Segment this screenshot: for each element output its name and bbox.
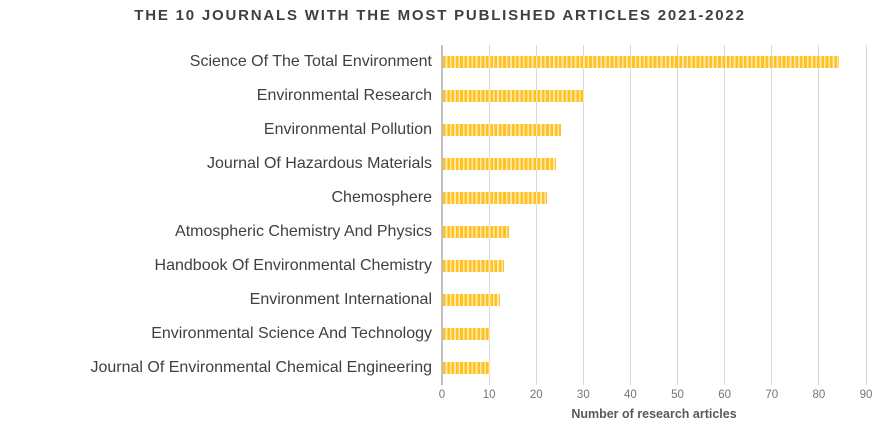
category-label: Environmental Pollution xyxy=(263,121,432,138)
x-tick-label: 50 xyxy=(671,389,684,401)
bar xyxy=(443,90,585,102)
category-axis-line xyxy=(441,45,443,385)
x-tick-label: 60 xyxy=(718,389,732,401)
bar xyxy=(443,192,547,204)
category-label: Atmospheric Chemistry And Physics xyxy=(175,223,432,240)
x-axis-title: Number of research articles xyxy=(571,407,737,421)
gridline xyxy=(724,45,726,385)
category-label: Chemosphere xyxy=(331,189,433,206)
x-tick-label: 90 xyxy=(859,389,873,401)
bar xyxy=(443,260,505,272)
x-tick-label: 30 xyxy=(576,389,590,401)
category-label: Journal Of Environmental Chemical Engine… xyxy=(90,359,432,376)
x-tick-label: 10 xyxy=(482,389,496,401)
bar xyxy=(443,124,561,136)
x-tick-label: 40 xyxy=(624,389,637,401)
gridline xyxy=(535,45,537,385)
bar xyxy=(443,328,491,340)
bar xyxy=(443,294,500,306)
category-label: Handbook Of Environmental Chemistry xyxy=(154,257,432,274)
gridline xyxy=(677,45,679,385)
bar xyxy=(443,56,839,68)
x-tick-label: 0 xyxy=(438,389,446,401)
gridline xyxy=(629,45,631,385)
x-tick-label: 80 xyxy=(812,389,826,401)
category-label: Environment International xyxy=(249,291,432,308)
category-label: Environmental Science And Technology xyxy=(151,325,432,342)
gridline xyxy=(865,45,867,385)
gridline xyxy=(771,45,773,385)
category-label: Science Of The Total Environment xyxy=(189,53,432,70)
x-tick-label: 70 xyxy=(765,389,779,401)
gridline xyxy=(582,45,584,385)
bar xyxy=(443,362,491,374)
bar xyxy=(443,158,557,170)
bar xyxy=(443,226,509,238)
category-label: Environmental Research xyxy=(256,87,432,104)
gridline xyxy=(488,45,490,385)
category-label: Journal Of Hazardous Materials xyxy=(207,155,432,172)
plot-area xyxy=(441,45,867,385)
chart-title: THE 10 JOURNALS WITH THE MOST PUBLISHED … xyxy=(134,7,746,24)
x-tick-label: 20 xyxy=(529,389,543,401)
gridline xyxy=(818,45,820,385)
